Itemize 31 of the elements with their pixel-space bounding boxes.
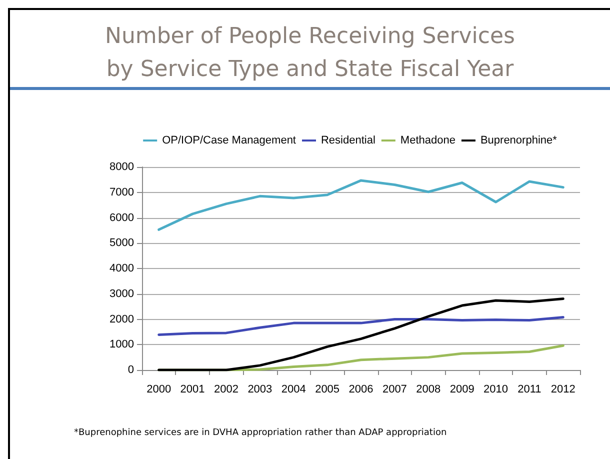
y-tick-label: 4000 (110, 262, 134, 274)
x-tick-label: 2001 (180, 384, 205, 396)
y-tick-label: 1000 (110, 338, 134, 351)
legend-label: OP/IOP/Case Management (162, 134, 296, 146)
line-series (158, 316, 564, 336)
chart-title: Number of People Receiving Services by Service Type and State Fiscal Year (104, 23, 516, 84)
x-tick-label: 2010 (484, 384, 508, 396)
legend-label: Residential (320, 134, 376, 146)
legend-label: Methadone (400, 134, 456, 146)
y-tick-label: 7000 (110, 186, 134, 198)
x-tick-label: 2012 (550, 384, 576, 396)
text: *Buprenophine services are in DVHA appropriation rather than ADAP appropriation (74, 428, 447, 438)
x-tick-label: 2009 (450, 384, 474, 396)
y-tick-label: 0 (128, 364, 134, 376)
line-series (158, 297, 564, 372)
x-tick-label: 2006 (348, 384, 374, 396)
x-tick-label: 2002 (214, 384, 238, 396)
y-tick-label: 2000 (110, 313, 134, 326)
x-tick-label: 2005 (315, 384, 340, 396)
line-series (158, 179, 564, 231)
x-tick-label: 2003 (248, 384, 272, 396)
x-tick-label: 2004 (281, 384, 306, 396)
x-tick-label: 2007 (382, 384, 407, 396)
y-tick-label: 6000 (110, 212, 134, 224)
legend-label: Buprenorphine* (480, 134, 558, 146)
x-tick-label: 2011 (518, 384, 542, 396)
x-tick-label: 2008 (416, 384, 441, 396)
y-tick-label: 3000 (110, 288, 134, 300)
y-tick-label: 5000 (110, 237, 134, 250)
x-tick-label: 2000 (146, 384, 172, 396)
y-tick-label: 8000 (110, 161, 134, 173)
